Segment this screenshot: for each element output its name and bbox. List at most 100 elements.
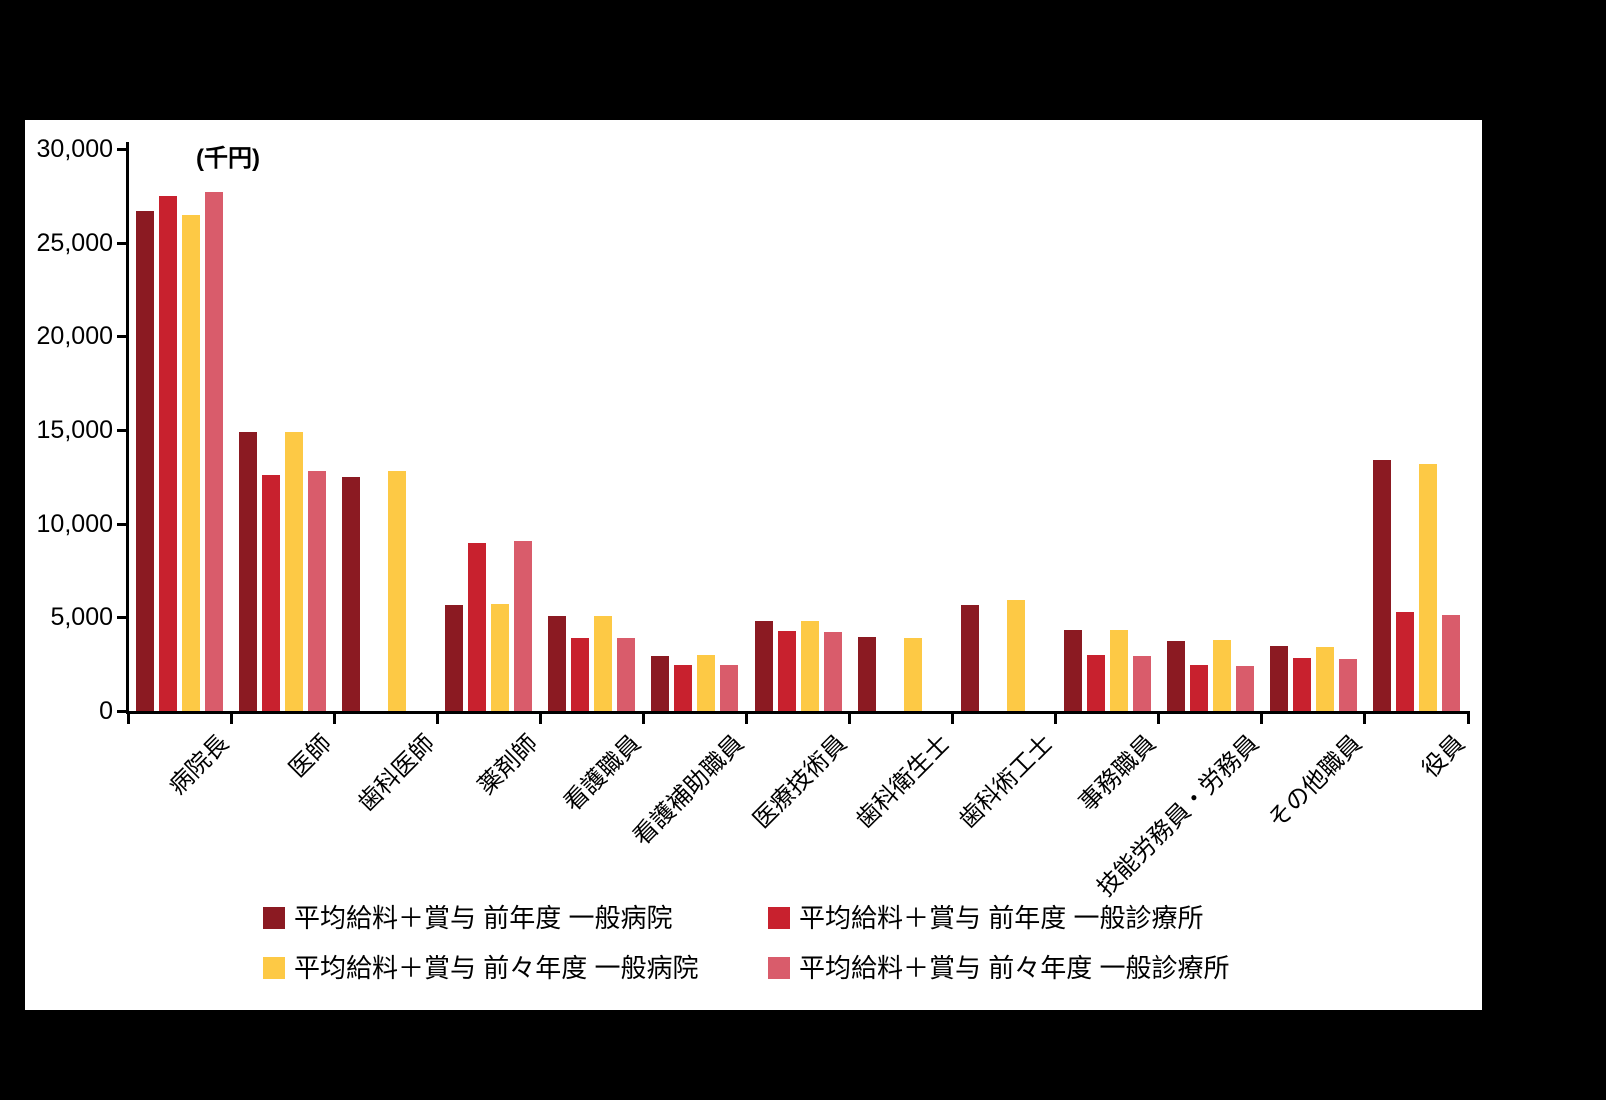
legend-item: 平均給料＋賞与 前々年度 一般診療所 [768, 948, 1229, 985]
y-axis-tick-label: 30,000 [36, 135, 113, 163]
y-axis-line [126, 142, 129, 714]
y-axis-tick-label: 25,000 [36, 228, 113, 257]
bar-事務職員-s4 [1132, 655, 1151, 711]
chart-panel: (千円) 平均給料＋賞与 前年度 一般病院 平均給料＋賞与 前年度 一般診療所 平均… [25, 120, 1482, 1010]
bar-役員-s3 [1418, 463, 1437, 711]
bar-看護職員-s1 [548, 616, 567, 711]
x-axis-tick [848, 711, 852, 724]
bar-歯科医師-s1 [342, 476, 361, 711]
x-axis-label: 歯科医師 [352, 729, 440, 817]
bar-歯科医師-s3 [388, 471, 407, 711]
legend-label: 平均給料＋賞与 前年度 一般病院 [294, 903, 673, 933]
x-axis-tick [1260, 711, 1264, 724]
legend-label: 平均給料＋賞与 前々年度 一般診療所 [799, 953, 1230, 983]
legend-swatch [263, 907, 285, 929]
y-axis-tick-label: 0 [99, 697, 113, 725]
axis-unit-label: (千円) [196, 145, 260, 172]
x-axis-label: 看護職員 [558, 729, 646, 817]
legend-item: 平均給料＋賞与 前年度 一般病院 [263, 898, 672, 935]
x-axis-label: その他職員 [1263, 729, 1368, 834]
bar-技能労務員・労務員-s2 [1189, 665, 1208, 711]
x-axis-label: 病院長 [163, 729, 234, 800]
x-axis-tick [1466, 711, 1470, 724]
bar-薬剤師-s1 [445, 605, 464, 711]
bar-看護職員-s3 [594, 616, 613, 711]
bar-医師-s2 [262, 474, 281, 711]
x-axis-label: 薬剤師 [472, 729, 543, 800]
bar-看護職員-s2 [571, 637, 590, 711]
legend-label: 平均給料＋賞与 前年度 一般診療所 [799, 903, 1204, 933]
y-axis-tick-label: 15,000 [36, 416, 113, 444]
bar-医師-s3 [285, 431, 304, 711]
y-axis-tick [117, 522, 128, 526]
bar-技能労務員・労務員-s3 [1212, 639, 1231, 711]
bar-事務職員-s3 [1109, 630, 1128, 711]
bar-その他職員-s1 [1269, 646, 1288, 711]
bar-役員-s4 [1441, 615, 1460, 711]
x-axis-label: 歯科術工士 [954, 729, 1059, 834]
x-axis-tick [1363, 711, 1367, 724]
bar-歯科衛生士-s1 [857, 637, 876, 711]
bar-事務職員-s1 [1063, 630, 1082, 711]
bar-病院長-s1 [136, 210, 155, 711]
bar-看護補助職員-s4 [720, 665, 739, 711]
y-axis-tick [117, 241, 128, 245]
y-axis-tick-label: 20,000 [36, 322, 113, 351]
bar-看護補助職員-s2 [674, 665, 693, 711]
bar-薬剤師-s2 [468, 543, 487, 711]
bar-医療技術員-s1 [754, 621, 773, 711]
bar-病院長-s4 [205, 192, 224, 711]
bar-事務職員-s2 [1086, 654, 1105, 711]
legend-item: 平均給料＋賞与 前年度 一般診療所 [768, 898, 1203, 935]
y-axis-tick [117, 429, 128, 432]
bar-その他職員-s2 [1292, 657, 1311, 711]
bar-その他職員-s3 [1315, 647, 1334, 711]
legend-swatch [768, 957, 790, 979]
bar-歯科衛生士-s3 [903, 637, 922, 711]
x-axis-tick [435, 711, 439, 724]
legend-item: 平均給料＋賞与 前々年度 一般病院 [263, 948, 698, 985]
bar-医療技術員-s4 [823, 632, 842, 711]
bar-技能労務員・労務員-s1 [1166, 640, 1185, 711]
y-axis-tick [117, 148, 128, 151]
x-axis-line [126, 711, 1469, 714]
bar-歯科術工士-s3 [1006, 600, 1025, 711]
y-axis-tick [117, 616, 128, 620]
bar-技能労務員・労務員-s4 [1235, 666, 1254, 711]
x-axis-label: 医師 [283, 729, 337, 783]
x-axis-tick [641, 711, 645, 724]
bar-薬剤師-s3 [491, 604, 510, 711]
x-axis-tick [951, 711, 955, 724]
x-axis-tick [1054, 711, 1058, 724]
bar-歯科術工士-s1 [960, 605, 979, 711]
x-axis-label: 歯科衛生士 [851, 729, 956, 834]
y-axis-tick-label: 5,000 [50, 603, 113, 632]
y-axis-tick [117, 335, 128, 339]
x-axis-tick [126, 711, 130, 724]
legend-swatch [263, 957, 285, 979]
x-axis-tick [229, 711, 233, 724]
bar-役員-s2 [1395, 611, 1414, 711]
y-axis-tick-label: 10,000 [36, 509, 113, 538]
x-axis-label: 役員 [1417, 729, 1471, 783]
y-axis-tick [117, 710, 128, 713]
bar-病院長-s3 [182, 214, 201, 711]
bar-薬剤師-s4 [514, 540, 533, 711]
legend-label: 平均給料＋賞与 前々年度 一般病院 [294, 953, 699, 983]
bar-その他職員-s4 [1338, 658, 1357, 711]
x-axis-label: 事務職員 [1074, 729, 1162, 817]
bar-看護職員-s4 [617, 637, 636, 711]
legend: 平均給料＋賞与 前年度 一般病院 平均給料＋賞与 前年度 一般診療所 平均給料＋賞与… [263, 898, 1413, 1008]
x-axis-label: 医療技術員 [748, 729, 853, 834]
bar-医師-s4 [308, 471, 327, 711]
bar-医療技術員-s3 [800, 621, 819, 711]
x-axis-label: 看護補助職員 [628, 729, 749, 851]
x-axis-tick [744, 711, 748, 724]
bar-看護補助職員-s1 [651, 655, 670, 711]
x-axis-tick [332, 711, 336, 724]
legend-swatch [768, 907, 790, 929]
bar-医師-s1 [239, 431, 258, 711]
x-axis-tick [1157, 711, 1161, 724]
bar-医療技術員-s2 [777, 631, 796, 711]
bar-看護補助職員-s3 [697, 654, 716, 711]
